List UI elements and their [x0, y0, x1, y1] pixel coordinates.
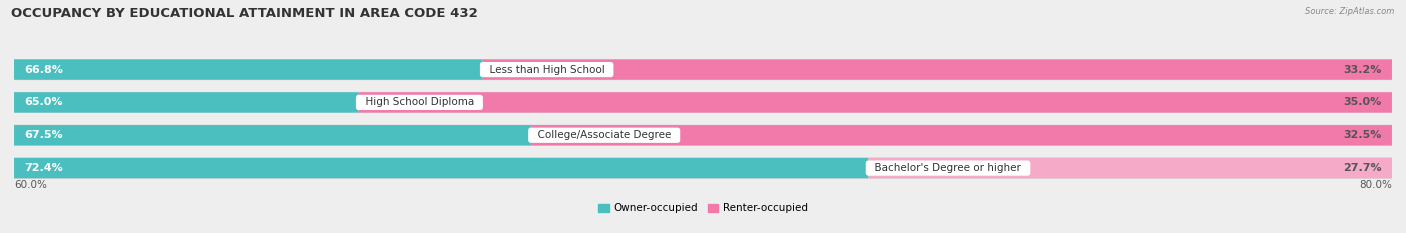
Text: Less than High School: Less than High School	[482, 65, 610, 75]
Text: 67.5%: 67.5%	[24, 130, 63, 140]
Text: 80.0%: 80.0%	[1360, 180, 1392, 190]
FancyBboxPatch shape	[14, 158, 869, 178]
FancyBboxPatch shape	[14, 59, 482, 80]
Text: Source: ZipAtlas.com: Source: ZipAtlas.com	[1305, 7, 1395, 16]
FancyBboxPatch shape	[531, 125, 1392, 145]
Text: 65.0%: 65.0%	[24, 97, 63, 107]
Text: College/Associate Degree: College/Associate Degree	[531, 130, 678, 140]
Text: Bachelor's Degree or higher: Bachelor's Degree or higher	[869, 163, 1028, 173]
Text: OCCUPANCY BY EDUCATIONAL ATTAINMENT IN AREA CODE 432: OCCUPANCY BY EDUCATIONAL ATTAINMENT IN A…	[11, 7, 478, 20]
FancyBboxPatch shape	[482, 59, 1392, 80]
FancyBboxPatch shape	[14, 125, 531, 145]
FancyBboxPatch shape	[14, 125, 1392, 145]
Text: 32.5%: 32.5%	[1343, 130, 1382, 140]
Text: 66.8%: 66.8%	[24, 65, 63, 75]
Legend: Owner-occupied, Renter-occupied: Owner-occupied, Renter-occupied	[595, 199, 811, 218]
FancyBboxPatch shape	[14, 92, 1392, 113]
FancyBboxPatch shape	[14, 92, 359, 113]
Text: 72.4%: 72.4%	[24, 163, 63, 173]
Text: 33.2%: 33.2%	[1343, 65, 1382, 75]
Text: 60.0%: 60.0%	[14, 180, 46, 190]
FancyBboxPatch shape	[14, 158, 1392, 178]
FancyBboxPatch shape	[14, 59, 1392, 80]
Text: 35.0%: 35.0%	[1343, 97, 1382, 107]
Text: 27.7%: 27.7%	[1343, 163, 1382, 173]
Text: High School Diploma: High School Diploma	[359, 97, 481, 107]
FancyBboxPatch shape	[869, 158, 1392, 178]
FancyBboxPatch shape	[359, 92, 1392, 113]
